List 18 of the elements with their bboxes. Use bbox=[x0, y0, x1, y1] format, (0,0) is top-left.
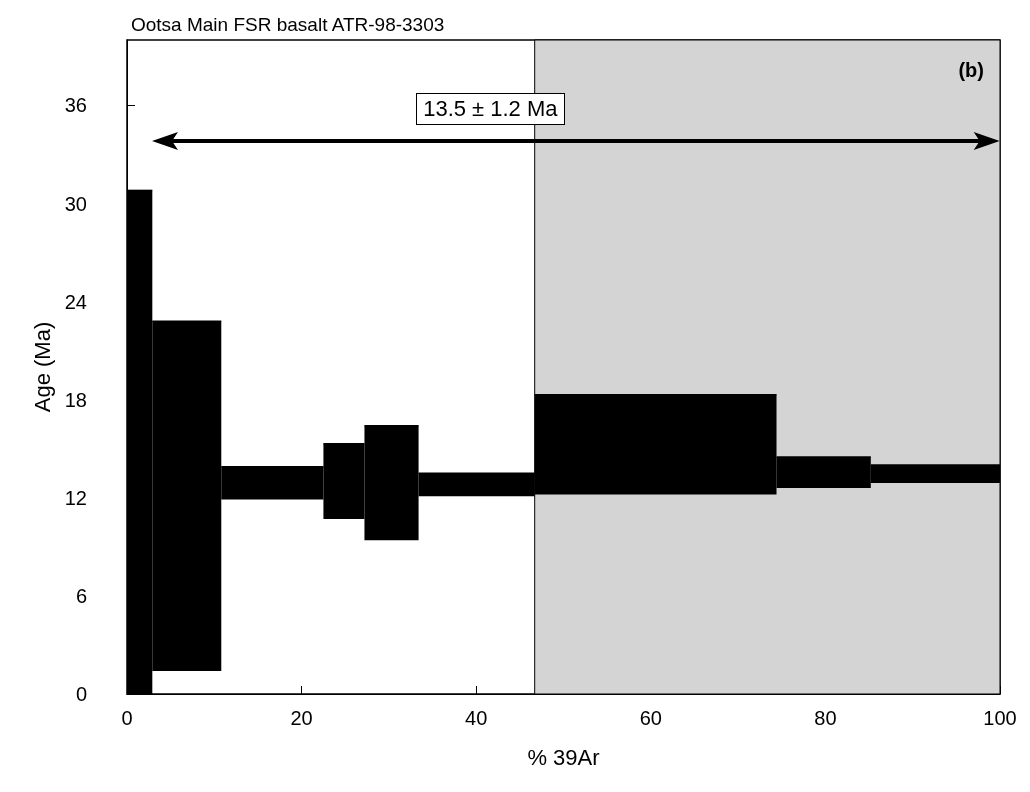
annotation: (b) bbox=[958, 59, 985, 81]
x-axis-title: % 39Ar bbox=[527, 744, 600, 770]
chart-title: Ootsa Main FSR basalt ATR-98-3303 bbox=[131, 14, 445, 35]
y-tick-label: 30 bbox=[64, 192, 87, 215]
x-tick-label: 80 bbox=[814, 707, 837, 729]
x-tick-label: 20 bbox=[290, 707, 313, 729]
y-tick-label: 6 bbox=[75, 584, 87, 607]
x-tick-label: 60 bbox=[639, 707, 662, 729]
y-tick-label: 0 bbox=[75, 683, 87, 705]
y-tick-label: 12 bbox=[64, 486, 87, 509]
y-tick-label: 24 bbox=[64, 290, 87, 313]
ref-line-label: 13.5 ± 1.2 Ma bbox=[416, 93, 565, 126]
y-axis-title: Age (Ma) bbox=[30, 321, 56, 413]
x-tick-label: 0 bbox=[121, 707, 133, 729]
y-tick-label: 36 bbox=[64, 94, 87, 117]
x-tick-label: 40 bbox=[465, 707, 488, 729]
y-tick-label: 18 bbox=[64, 388, 87, 411]
x-tick-label: 100 bbox=[983, 707, 1017, 729]
